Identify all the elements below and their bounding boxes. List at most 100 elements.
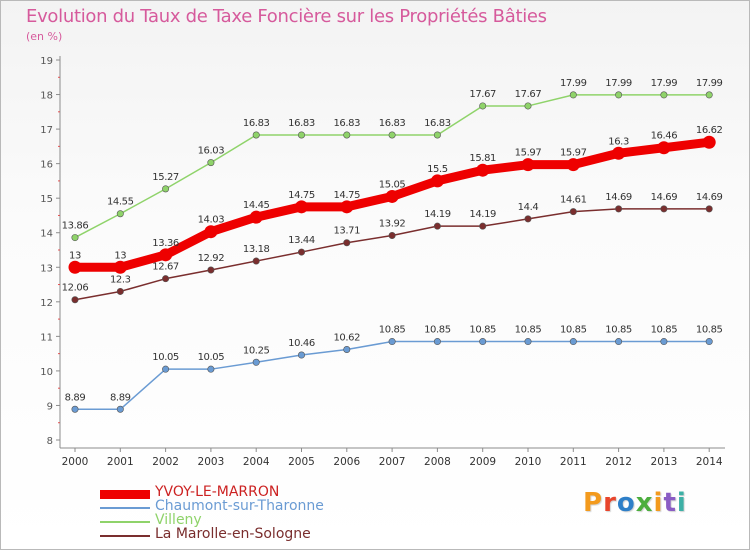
y-tick-label: 11 <box>40 332 53 343</box>
data-label: 8.89 <box>110 392 131 403</box>
data-label: 10.85 <box>424 325 451 336</box>
data-label: 15.5 <box>427 164 448 175</box>
data-label: 8.89 <box>65 392 86 403</box>
data-point <box>521 158 535 172</box>
data-point <box>385 189 399 203</box>
proxiti-logo: Proxiti <box>583 488 687 518</box>
data-label: 14.61 <box>560 195 587 206</box>
data-point <box>207 365 215 373</box>
data-label: 13 <box>114 250 126 261</box>
y-tick-label: 10 <box>40 367 53 378</box>
data-point <box>705 338 713 346</box>
x-tick-label: 2006 <box>333 456 360 468</box>
data-label: 14.19 <box>424 209 451 220</box>
data-label: 12.3 <box>110 274 131 285</box>
data-point <box>252 257 260 265</box>
series-line-2 <box>74 94 710 239</box>
data-point <box>297 248 305 256</box>
data-point <box>660 205 668 213</box>
data-point <box>433 131 441 139</box>
data-point <box>657 141 671 155</box>
x-tick-label: 2002 <box>152 456 179 468</box>
data-point <box>207 266 215 274</box>
data-label: 16.83 <box>243 118 270 129</box>
legend-label-yvoy: YVOY-LE-MARRON <box>155 484 280 500</box>
data-label: 16.03 <box>198 146 225 157</box>
data-point <box>71 296 79 304</box>
data-label: 15.97 <box>560 148 587 159</box>
legend-swatch-villeny <box>100 521 150 523</box>
data-point <box>615 338 623 346</box>
data-point <box>295 200 308 214</box>
data-label: 14.03 <box>198 215 225 226</box>
data-point <box>116 287 124 295</box>
data-point <box>388 231 396 239</box>
chart-subtitle: (en %) <box>26 30 63 43</box>
data-point <box>433 222 441 230</box>
data-point <box>343 345 351 353</box>
data-label: 15.97 <box>515 148 542 159</box>
x-tick-label: 2003 <box>198 456 225 468</box>
data-label: 13.71 <box>333 226 360 237</box>
data-label: 13.92 <box>379 218 406 229</box>
data-point <box>705 91 713 99</box>
data-label: 17.67 <box>469 89 496 100</box>
data-label: 14.69 <box>605 192 632 203</box>
data-point <box>162 185 170 193</box>
data-label: 10.85 <box>696 325 723 336</box>
y-tick-label: 15 <box>40 194 53 205</box>
data-label: 15.05 <box>379 179 406 190</box>
data-label: 10.85 <box>515 325 542 336</box>
data-point <box>343 131 351 139</box>
data-label: 10.85 <box>560 325 587 336</box>
data-label: 16.83 <box>288 118 315 129</box>
data-label: 16.83 <box>424 118 451 129</box>
data-label: 10.05 <box>198 352 225 363</box>
data-label: 17.99 <box>560 78 587 89</box>
data-label: 10.85 <box>651 325 678 336</box>
data-label: 13 <box>69 250 81 261</box>
data-point <box>479 102 487 110</box>
data-label: 10.05 <box>152 352 179 363</box>
data-label: 17.99 <box>651 78 678 89</box>
x-tick-label: 2005 <box>288 456 315 468</box>
data-point <box>660 338 668 346</box>
data-label: 17.99 <box>605 78 632 89</box>
data-label: 14.4 <box>518 202 539 213</box>
data-point <box>430 174 444 188</box>
data-point <box>569 338 577 346</box>
data-point <box>479 222 487 230</box>
y-tick-label: 16 <box>40 160 53 171</box>
data-point <box>252 131 260 139</box>
x-tick-label: 2008 <box>424 456 451 468</box>
data-point <box>433 338 441 346</box>
legend-label-chaumont: Chaumont-sur-Tharonne <box>155 498 324 514</box>
x-tick-label: 2004 <box>243 456 270 468</box>
data-label: 16.3 <box>608 136 629 147</box>
data-point <box>476 163 490 177</box>
legend-swatch-chaumont <box>100 507 150 509</box>
x-tick-label: 2012 <box>605 456 632 468</box>
data-point <box>297 351 305 359</box>
data-label: 17.99 <box>696 78 723 89</box>
data-point <box>159 248 173 262</box>
data-point <box>615 205 623 213</box>
data-point <box>297 131 305 139</box>
x-tick-label: 2000 <box>62 456 89 468</box>
legend-item-yvoy: YVOY-LE-MARRON <box>100 484 420 500</box>
data-label: 10.85 <box>379 325 406 336</box>
data-point <box>116 210 124 218</box>
x-tick-label: 2001 <box>107 456 134 468</box>
data-label: 15.81 <box>469 153 496 164</box>
data-label: 10.85 <box>469 325 496 336</box>
data-point <box>524 102 532 110</box>
data-label: 14.75 <box>288 190 315 201</box>
data-label: 14.69 <box>651 192 678 203</box>
data-point <box>113 260 127 274</box>
y-tick-label: 12 <box>40 298 53 309</box>
data-label: 13.86 <box>62 221 89 232</box>
y-tick-label: 14 <box>40 229 53 240</box>
legend: YVOY-LE-MARRON Chaumont-sur-Tharonne Vil… <box>100 484 420 542</box>
data-point <box>524 338 532 346</box>
